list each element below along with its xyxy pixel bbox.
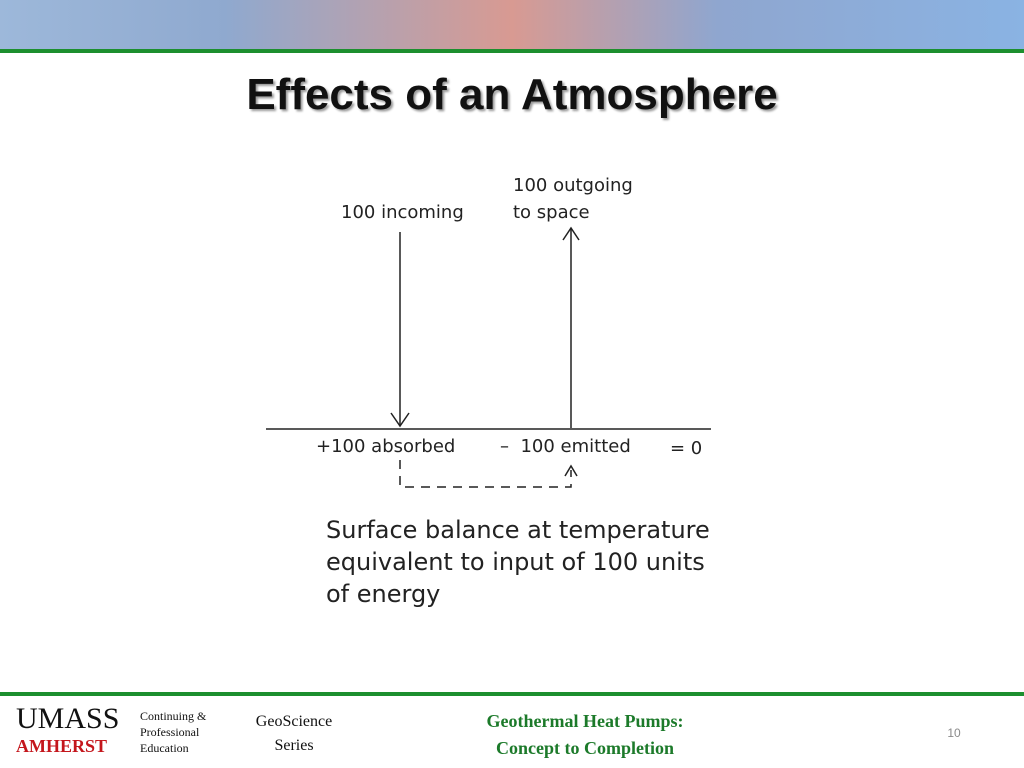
series-label: GeoScience Series	[238, 710, 350, 758]
course-title: Geothermal Heat Pumps: Concept to Comple…	[430, 708, 740, 762]
cpe-line3: Education	[140, 741, 189, 755]
amherst-logo-text: AMHERST	[16, 736, 108, 756]
balance-label: = 0	[670, 438, 702, 459]
course-line2: Concept to Completion	[496, 738, 674, 758]
cpe-label: Continuing & Professional Education	[140, 708, 206, 756]
umass-logo-text: UMASS	[16, 702, 120, 735]
top-banner	[0, 0, 1024, 49]
series-line1: GeoScience	[255, 713, 333, 730]
top-divider	[0, 49, 1024, 53]
series-line2: Series	[274, 737, 314, 754]
outgoing-label-line2: to space	[513, 202, 590, 223]
footer: UMASS AMHERST Continuing & Professional …	[0, 696, 1024, 768]
caption-line3: of energy	[326, 580, 440, 608]
cpe-line1: Continuing &	[140, 709, 207, 723]
caption-line2: equivalent to input of 100 units	[326, 548, 705, 576]
outgoing-arrow-head	[562, 226, 580, 241]
emitted-label: – 100 emitted	[500, 436, 631, 457]
bottom-divider	[0, 692, 1024, 696]
cpe-line2: Professional	[140, 725, 200, 739]
dashed-connector	[399, 460, 572, 488]
caption-line1: Surface balance at temperature	[326, 516, 710, 544]
dashed-connector-arrowhead	[564, 464, 578, 477]
incoming-label: 100 incoming	[341, 202, 464, 223]
energy-balance-diagram: 100 incoming 100 outgoing to space +100 …	[266, 175, 711, 608]
outgoing-label-line1: 100 outgoing	[513, 175, 633, 196]
absorbed-label: +100 absorbed	[316, 436, 455, 457]
incoming-arrow-head	[390, 412, 410, 428]
page-number: 10	[947, 726, 961, 740]
slide-title: Effects of an Atmosphere	[246, 70, 778, 119]
course-line1: Geothermal Heat Pumps:	[486, 711, 684, 731]
